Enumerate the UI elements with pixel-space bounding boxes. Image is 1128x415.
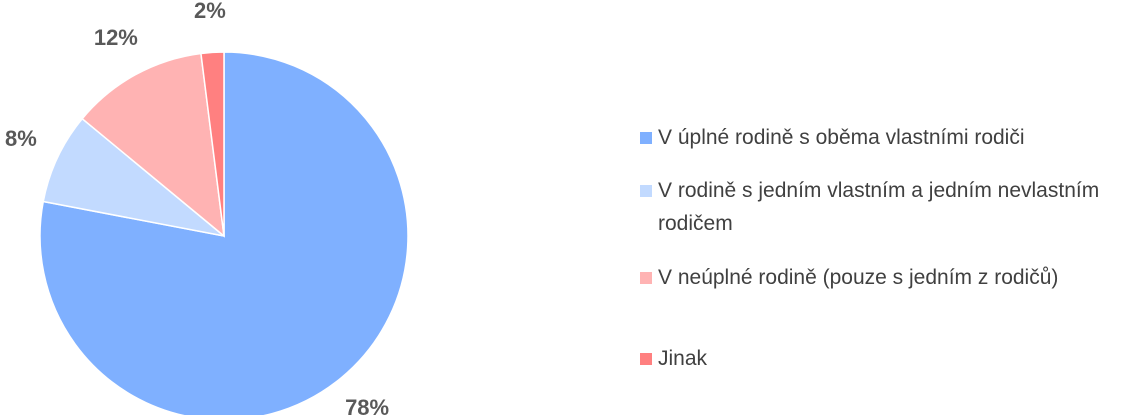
pie-slice <box>42 117 225 237</box>
pie-slice <box>200 51 225 237</box>
data-label: 78% <box>345 395 389 415</box>
data-label: 2% <box>194 0 226 23</box>
legend-swatch <box>640 353 652 365</box>
legend-swatch <box>640 272 652 284</box>
legend-swatch <box>640 132 652 144</box>
legend-item: V neúplné rodině (pouze s jedním z rodič… <box>640 261 1126 294</box>
pie-slice <box>81 52 225 238</box>
data-label: 8% <box>5 126 37 151</box>
pie-slice <box>39 51 409 415</box>
legend-swatch <box>640 185 652 197</box>
legend-label: V neúplné rodině (pouze s jedním z rodič… <box>658 266 1059 289</box>
legend-label: V úplné rodině s oběma vlastními rodiči <box>658 126 1025 149</box>
legend-item: V rodině s jedním vlastním a jedním nevl… <box>640 174 1126 240</box>
data-label: 12% <box>94 25 138 50</box>
legend-label: V rodině s jedním vlastním a jedním nevl… <box>658 179 1100 235</box>
legend-label: Jinak <box>658 347 708 370</box>
legend-item: V úplné rodině s oběma vlastními rodiči <box>640 121 1126 154</box>
legend-item: Jinak <box>640 342 1126 375</box>
